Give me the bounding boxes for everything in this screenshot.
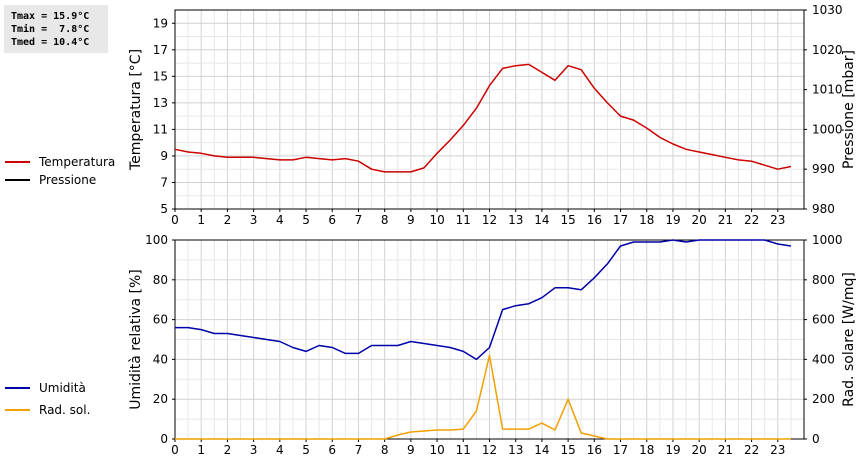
x-tick-label: 5: [302, 213, 310, 227]
x-tick-label: 18: [639, 213, 654, 227]
y2-tick-label: 1000: [812, 233, 843, 247]
x-tick-label: 17: [613, 443, 628, 457]
x-tick-label: 9: [407, 213, 415, 227]
y2-tick-label: 1030: [812, 3, 843, 17]
y-tick-label: 19: [153, 16, 168, 30]
x-tick-label: 15: [560, 213, 575, 227]
x-tick-label: 17: [613, 213, 628, 227]
chart-bottom: 0 1 2 3 4 5 6 7 8 9 10 11 12 13 14 15 16 17 18 19 20 21 22 2302…: [128, 233, 857, 457]
x-tick-label: 20: [692, 443, 707, 457]
y-tick-label: 9: [160, 149, 168, 163]
x-tick-label: 5: [302, 443, 310, 457]
legend-label-umidita: Umidità: [39, 381, 86, 395]
series-line-temperatura: [174, 63, 792, 173]
y-tick-label: 100: [145, 233, 168, 247]
chart-top: 0 1 2 3 4 5 6 7 8 9 10 11 12 13 14 15 16 17 18 19 20 21 22 2357…: [128, 3, 857, 227]
y2-tick-label: 1010: [812, 83, 843, 97]
x-tick-label: 7: [355, 443, 363, 457]
x-tick-label: 13: [508, 443, 523, 457]
x-tick-label: 1: [197, 213, 205, 227]
x-tick-label: 11: [456, 443, 471, 457]
stats-box: Tmax = 15.9°C Tmin = 7.8°C Tmed = 10.4°C: [4, 5, 108, 53]
tmin-text: Tmin = 7.8°C: [11, 24, 90, 35]
y2-tick-label: 980: [812, 202, 835, 216]
x-tick-label: 15: [560, 443, 575, 457]
y-tick-label: 60: [153, 313, 168, 327]
x-tick-label: 20: [692, 213, 707, 227]
y2-tick-label: 200: [812, 392, 835, 406]
x-tick-label: 0: [171, 443, 179, 457]
x-tick-label: 22: [744, 443, 759, 457]
y-tick-label: 80: [153, 273, 168, 287]
x-tick-label: 10: [429, 443, 444, 457]
x-tick-label: 19: [665, 443, 680, 457]
x-tick-label: 9: [407, 443, 415, 457]
y-axis-label: Temperatura [°C]: [128, 49, 144, 171]
x-tick-label: 8: [381, 213, 389, 227]
x-tick-label: 6: [328, 443, 336, 457]
x-tick-label: 12: [482, 443, 497, 457]
y-tick-label: 17: [153, 43, 168, 57]
y2-tick-label: 400: [812, 352, 835, 366]
x-tick-label: 21: [718, 213, 733, 227]
x-tick-label: 4: [276, 443, 284, 457]
series-line-umidit: [175, 239, 792, 361]
x-tick-label: 12: [482, 213, 497, 227]
y2-tick-label: 600: [812, 313, 835, 327]
y-axis-label: Umidità relativa [%]: [128, 269, 144, 410]
y2-tick-label: 1020: [812, 43, 843, 57]
x-tick-label: 11: [456, 213, 471, 227]
y2-tick-label: 1000: [812, 122, 843, 136]
x-tick-label: 1: [197, 443, 205, 457]
y-tick-label: 11: [153, 122, 168, 136]
legend-label-temperatura: Temperatura: [39, 155, 116, 169]
y2-tick-label: 990: [812, 162, 835, 176]
x-tick-label: 23: [770, 213, 785, 227]
x-tick-label: 3: [250, 443, 258, 457]
x-tick-label: 4: [276, 213, 284, 227]
x-tick-label: 6: [328, 213, 336, 227]
x-tick-label: 19: [665, 213, 680, 227]
y-tick-label: 15: [153, 69, 168, 83]
x-tick-label: 8: [381, 443, 389, 457]
tmed-text: Tmed = 10.4°C: [11, 37, 90, 48]
y-tick-label: 40: [153, 352, 168, 366]
y2-tick-label: 0: [812, 432, 820, 446]
y2-axis-label: Rad. solare [W/mq]: [841, 272, 857, 407]
x-tick-label: 10: [429, 213, 444, 227]
x-tick-label: 2: [224, 213, 232, 227]
x-tick-label: 0: [171, 213, 179, 227]
x-tick-label: 14: [534, 443, 549, 457]
series-line-rad-sol: [175, 354, 791, 440]
legend-swatch-temperatura: [5, 161, 30, 163]
x-tick-label: 14: [534, 213, 549, 227]
legend-swatch-umidita: [5, 387, 30, 389]
y2-tick-label: 800: [812, 273, 835, 287]
legend-swatch-pressione: [5, 179, 30, 181]
x-tick-label: 21: [718, 443, 733, 457]
y-tick-label: 0: [160, 432, 168, 446]
tmax-text: Tmax = 15.9°C: [11, 11, 90, 22]
legend-swatch-radsol: [5, 409, 30, 411]
legend-label-pressione: Pressione: [39, 173, 97, 187]
x-tick-label: 22: [744, 213, 759, 227]
x-tick-label: 7: [355, 213, 363, 227]
x-tick-label: 2: [224, 443, 232, 457]
x-tick-label: 16: [587, 213, 602, 227]
x-tick-label: 18: [639, 443, 654, 457]
x-tick-label: 3: [250, 213, 258, 227]
y-tick-label: 13: [153, 96, 168, 110]
y2-axis-label: Pressione [mbar]: [841, 50, 857, 169]
legend-label-radsol: Rad. sol.: [39, 403, 91, 417]
y-tick-label: 20: [153, 392, 168, 406]
y-tick-label: 7: [160, 175, 168, 189]
x-tick-label: 16: [587, 443, 602, 457]
y-tick-label: 5: [160, 202, 168, 216]
x-tick-label: 13: [508, 213, 523, 227]
x-tick-label: 23: [770, 443, 785, 457]
